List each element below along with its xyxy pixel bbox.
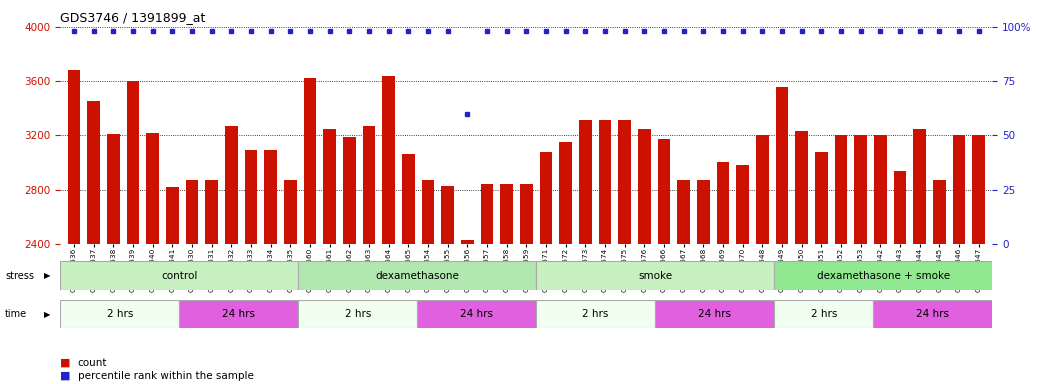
Text: count: count <box>78 358 107 368</box>
Bar <box>225 126 238 244</box>
Bar <box>382 76 395 244</box>
Bar <box>894 170 906 244</box>
Bar <box>180 300 298 328</box>
Bar <box>146 132 159 244</box>
Text: ■: ■ <box>60 358 71 368</box>
Bar <box>67 70 80 244</box>
Bar <box>835 136 847 244</box>
Bar <box>774 261 992 290</box>
Text: time: time <box>5 309 27 319</box>
Text: 2 hrs: 2 hrs <box>811 309 837 319</box>
Text: percentile rank within the sample: percentile rank within the sample <box>78 371 253 381</box>
Text: smoke: smoke <box>638 270 673 281</box>
Bar <box>298 261 537 290</box>
Bar <box>245 150 257 244</box>
Bar <box>756 136 768 244</box>
Bar <box>953 136 965 244</box>
Bar <box>206 180 218 244</box>
Bar <box>500 184 513 244</box>
Bar <box>60 300 180 328</box>
Bar <box>127 81 139 244</box>
Text: 2 hrs: 2 hrs <box>582 309 609 319</box>
Bar <box>854 136 867 244</box>
Bar <box>417 300 537 328</box>
Bar <box>298 300 417 328</box>
Bar <box>933 180 946 244</box>
Text: ■: ■ <box>60 371 71 381</box>
Text: control: control <box>161 270 197 281</box>
Bar <box>655 300 774 328</box>
Bar <box>323 129 336 244</box>
Bar <box>461 240 473 244</box>
Bar <box>677 180 690 244</box>
Text: 24 hrs: 24 hrs <box>460 309 493 319</box>
Text: 24 hrs: 24 hrs <box>699 309 731 319</box>
Text: 24 hrs: 24 hrs <box>222 309 255 319</box>
Bar <box>815 152 827 244</box>
Bar <box>774 300 873 328</box>
Bar <box>736 165 749 244</box>
Bar <box>107 134 119 244</box>
Bar <box>874 136 886 244</box>
Bar <box>284 180 297 244</box>
Text: dexamethasone: dexamethasone <box>376 270 459 281</box>
Bar <box>60 261 298 290</box>
Bar <box>186 180 198 244</box>
Bar <box>559 142 572 244</box>
Bar <box>402 154 414 244</box>
Bar <box>540 152 552 244</box>
Bar <box>87 101 100 244</box>
Bar <box>775 86 788 244</box>
Bar <box>166 187 179 244</box>
Bar <box>638 129 651 244</box>
Bar <box>303 78 317 244</box>
Bar <box>481 184 493 244</box>
Bar <box>973 136 985 244</box>
Bar <box>599 121 611 244</box>
Bar <box>421 180 434 244</box>
Bar <box>795 131 808 244</box>
Text: stress: stress <box>5 271 34 281</box>
Bar <box>657 139 671 244</box>
Text: 2 hrs: 2 hrs <box>345 309 371 319</box>
Bar <box>537 261 774 290</box>
Text: ▶: ▶ <box>44 310 50 319</box>
Bar <box>343 137 356 244</box>
Bar <box>537 300 655 328</box>
Bar <box>913 129 926 244</box>
Bar <box>696 180 710 244</box>
Bar <box>579 121 592 244</box>
Bar <box>441 185 454 244</box>
Text: 24 hrs: 24 hrs <box>917 309 950 319</box>
Text: dexamethasone + smoke: dexamethasone + smoke <box>817 270 950 281</box>
Bar <box>619 121 631 244</box>
Bar <box>362 126 376 244</box>
Text: ▶: ▶ <box>44 271 50 280</box>
Bar <box>716 162 730 244</box>
Text: 2 hrs: 2 hrs <box>107 309 133 319</box>
Bar <box>873 300 992 328</box>
Bar <box>265 150 277 244</box>
Text: GDS3746 / 1391899_at: GDS3746 / 1391899_at <box>60 11 206 24</box>
Bar <box>520 184 532 244</box>
